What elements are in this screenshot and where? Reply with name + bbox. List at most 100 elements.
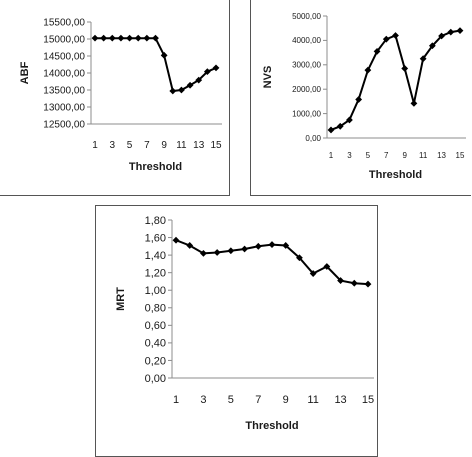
data-point-marker: [392, 32, 399, 39]
data-point-marker: [134, 34, 142, 42]
y-tick-label: 1000,00: [292, 109, 321, 118]
x-tick-label: 5: [366, 151, 371, 160]
x-tick-label: 1: [92, 140, 98, 151]
data-point-marker: [178, 86, 185, 94]
x-tick-label: 13: [437, 151, 446, 160]
y-tick-label: 0,40: [145, 338, 166, 350]
data-point-marker: [195, 76, 203, 84]
data-point-marker: [350, 279, 358, 287]
y-tick-label: 15500,00: [43, 18, 85, 29]
y-tick-label: 5000,00: [292, 12, 321, 21]
y-tick-label: 1,20: [145, 268, 166, 280]
data-point-marker: [203, 68, 211, 76]
x-tick-label: 11: [419, 151, 428, 160]
x-tick-label: 3: [200, 394, 206, 406]
data-point-marker: [364, 66, 372, 74]
data-point-marker: [309, 270, 317, 277]
data-point-marker: [160, 51, 168, 59]
x-tick-label: 3: [110, 140, 116, 151]
nvs-chart-panel: 0,00 1000,00 2000,00 3000,00 4000,00 5000,00 1…: [250, 0, 471, 196]
data-point-marker: [212, 64, 220, 72]
data-point-marker: [254, 242, 262, 250]
abf-chart-panel: 12500,00 13000,00 13500,00 14000,00 14500,00…: [0, 0, 230, 196]
data-point-marker: [337, 277, 344, 284]
x-tick-label: 13: [334, 394, 346, 406]
data-point-marker: [143, 34, 151, 42]
data-point-marker: [296, 254, 303, 262]
y-tick-label: 14500,00: [43, 52, 85, 63]
data-point-marker: [169, 87, 177, 95]
y-tick-label: 1,80: [145, 215, 166, 227]
x-tick-label: 9: [402, 151, 407, 160]
y-tick-label: 0,00: [305, 134, 321, 143]
series-line: [95, 37, 217, 93]
x-tick-label: 9: [283, 394, 289, 406]
x-tick-label: 11: [176, 140, 187, 151]
x-tick-label: 1: [329, 151, 334, 160]
data-point-marker: [213, 249, 221, 256]
data-point-marker: [172, 236, 180, 244]
x-tick-label: 7: [384, 151, 389, 160]
data-point-marker: [410, 99, 418, 107]
data-point-marker: [268, 241, 276, 248]
data-point-marker: [401, 65, 409, 72]
y-axis-title: NVS: [262, 66, 274, 89]
data-point-marker: [456, 27, 464, 35]
data-point-marker: [428, 42, 436, 50]
y-tick-label: 0,60: [145, 320, 166, 332]
chart-svg-nvs: 0,00 1000,00 2000,00 3000,00 4000,00 5000,00 1…: [262, 12, 466, 181]
data-point-marker: [227, 247, 235, 255]
data-point-marker: [364, 280, 372, 288]
y-tick-label: 0,00: [145, 373, 166, 385]
x-tick-label: 15: [456, 151, 465, 160]
chart-svg-abf: 12500,00 13000,00 13500,00 14000,00 14500,00…: [19, 18, 222, 173]
data-point-marker: [373, 47, 381, 55]
data-point-marker: [100, 34, 108, 42]
x-tick-label: 3: [347, 151, 352, 160]
data-point-marker: [186, 242, 194, 249]
data-point-marker: [126, 34, 133, 42]
x-tick-label: 9: [161, 140, 167, 151]
y-tick-label: 1,60: [145, 232, 166, 244]
data-point-marker: [117, 34, 125, 42]
y-axis-title: ABF: [19, 61, 31, 84]
x-tick-label: 5: [228, 394, 234, 406]
x-tick-label: 11: [307, 394, 318, 406]
y-tick-label: 12500,00: [43, 120, 85, 131]
x-axis-title: Threshold: [245, 420, 298, 432]
x-tick-label: 15: [210, 140, 222, 151]
chart-svg-mrt: 0,00 0,20 0,40 0,60 0,80 1,00 1,20 1,40 1,60 1,80…: [115, 215, 374, 432]
y-tick-label: 15000,00: [43, 35, 85, 46]
x-tick-label: 7: [255, 394, 261, 406]
series-line: [330, 29, 461, 131]
x-tick-label: 13: [193, 140, 205, 151]
data-point-marker: [438, 32, 445, 40]
data-point-marker: [336, 122, 344, 130]
data-point-marker: [355, 96, 363, 103]
data-point-marker: [323, 263, 331, 270]
x-axis-title: Threshold: [369, 169, 422, 181]
y-tick-label: 14000,00: [43, 69, 85, 80]
y-axis-title: MRT: [115, 287, 127, 311]
data-point-marker: [186, 81, 194, 89]
y-tick-label: 4000,00: [292, 36, 321, 45]
y-tick-label: 0,80: [145, 303, 166, 315]
data-point-marker: [327, 126, 335, 134]
data-point-marker: [200, 249, 207, 257]
y-tick-label: 0,20: [145, 355, 166, 367]
data-point-marker: [152, 34, 159, 42]
x-tick-label: 1: [173, 394, 179, 406]
y-tick-label: 2000,00: [292, 85, 321, 94]
data-point-marker: [108, 34, 116, 42]
y-tick-label: 13000,00: [43, 103, 85, 114]
data-point-marker: [241, 245, 248, 253]
y-tick-label: 13500,00: [43, 86, 85, 97]
data-point-marker: [419, 55, 427, 63]
data-point-marker: [382, 35, 390, 43]
x-tick-label: 15: [362, 394, 374, 406]
data-point-marker: [346, 116, 353, 124]
y-tick-label: 1,00: [145, 285, 166, 297]
data-point-marker: [447, 28, 455, 36]
data-point-marker: [91, 34, 99, 42]
y-tick-label: 1,40: [145, 250, 166, 262]
